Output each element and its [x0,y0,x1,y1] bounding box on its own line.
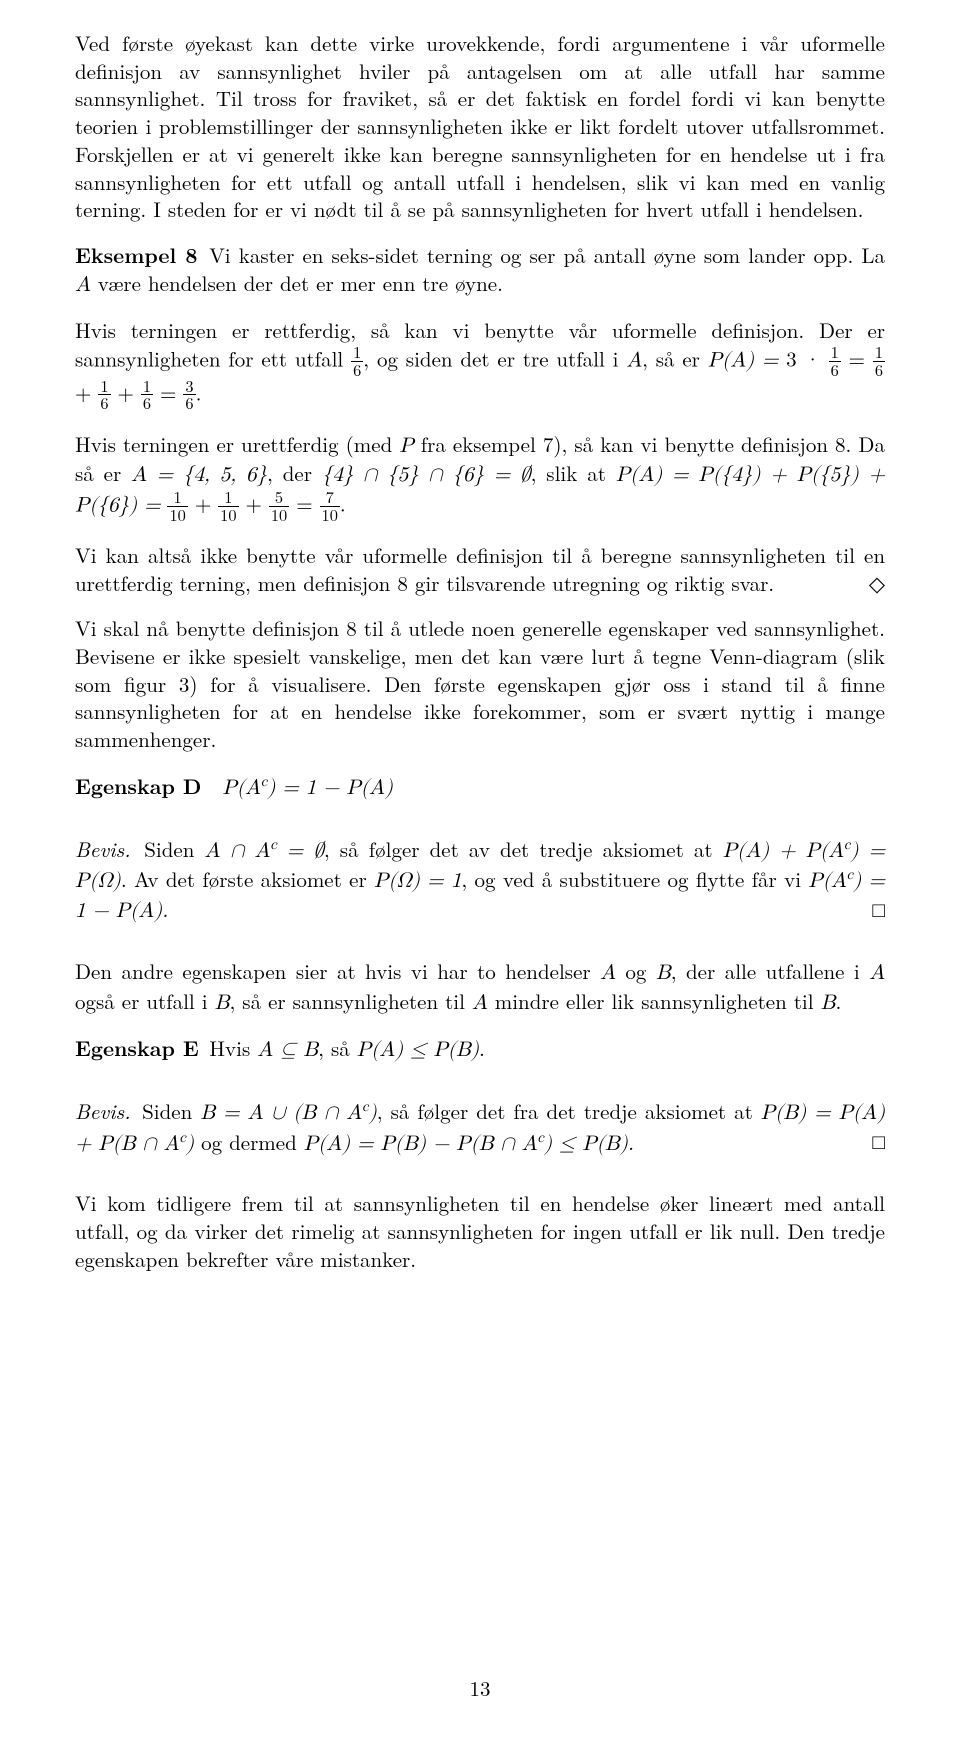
math-A-subset-B: A ⊆ B [257,1040,318,1061]
page-number: 13 [0,1675,960,1703]
math-B-3: B [821,993,836,1014]
math-POmega: P(Ω) = 1 [374,871,461,892]
proofE-c: og dermed [194,1127,304,1157]
math-A-5: A [472,993,488,1014]
example-8-text-b: være hendelsen der det er mer enn tre øy… [91,268,503,298]
para7-a: Den andre egenskapen sier at hvis vi har… [75,956,600,986]
page: Ved første øyekast kan dette virke urove… [0,0,960,1743]
math-B-union: B = A ∪ (B ∩ Ac) [200,1103,376,1124]
paragraph-conclusion-example: Vi kan altså ikke benytte vår uformelle … [75,542,885,597]
math-A-2: A [626,351,642,372]
proof-D: Bevis. Siden A ∩ Ac = ∅, så følger det a… [75,835,885,926]
frac-5-10: 510 [269,489,289,523]
math-PA: P(A) = [708,351,779,372]
proofD-b: , så følger det av det tredje aksiomet a… [324,834,723,864]
para7-c: , der alle utfallene i [671,956,870,986]
math-disjoint: {4} ∩ {5} ∩ {6} = ∅ [322,465,531,486]
paragraph-properties-intro: Vi skal nå benytte definisjon 8 til å ut… [75,615,885,754]
math-PA-le-PB: P(A) ≤ P(B) [357,1040,479,1061]
math-A: A [75,275,91,296]
proof-E: Bevis. Siden B = A ∪ (B ∩ Ac), så følger… [75,1097,885,1158]
para7-d: også er utfall i [75,986,215,1016]
spacer-3 [75,1083,885,1097]
qed-icon-2: □ [872,1128,885,1156]
math-P: P [399,436,413,457]
paragraph-property-E-intro: Den andre egenskapen sier at hvis vi har… [75,958,885,1017]
math-B-2: B [215,993,230,1014]
math-A-set: A = {4, 5, 6} [131,465,267,486]
property-D: Egenskap D P(Ac) = 1 − P(A) [75,772,885,803]
frac-7-10: 710 [320,489,340,523]
proof-label-2: Bevis. [75,1096,131,1126]
proofE-a: Siden [142,1096,200,1126]
example-8-label: Eksempel 8 [75,240,197,270]
math-A-3: A [600,963,616,984]
diamond-icon: ◇ [869,570,885,598]
para4-a: Hvis terningen er urettferdig (med [75,429,399,459]
para3-c: , så er [642,344,708,374]
property-D-label: Egenskap D [75,771,201,801]
math-prop-D: P(Ac) = 1 − P(A) [222,778,392,799]
frac-1-10-b: 110 [218,489,238,523]
paragraph-unfair-die: Hvis terningen er urettferdig (med P fra… [75,431,885,524]
property-E: Egenskap E Hvis A ⊆ B, så P(A) ≤ P(B). [75,1035,885,1065]
frac-3-6: 36 [183,378,195,412]
frac-1-6-e: 16 [141,378,153,412]
math-B: B [656,963,671,984]
proof-label: Bevis. [75,834,131,864]
propE-b: , så [318,1033,357,1063]
paragraph-fair-die: Hvis terningen er rettferdig, så kan vi … [75,317,885,412]
property-E-label: Egenskap E [75,1033,199,1063]
para4-d: , slik at [531,458,616,488]
para5-text: Vi kan altså ikke benytte vår uformelle … [75,540,885,598]
proofD-d: , og ved å substituere og flytte får vi [461,864,808,894]
proofD-a: Siden [144,834,204,864]
example-8: Eksempel 8 Vi kaster en seks-sidet terni… [75,242,885,299]
example-8-text-a: Vi kaster en seks-sidet terning og ser p… [209,240,885,270]
paragraph-final: Vi kom tidligere frem til at sannsynligh… [75,1190,885,1273]
spacer [75,821,885,835]
qed-icon: □ [872,896,885,924]
para4-c: , der [267,458,322,488]
math-PA-result: P(A) = P(B) − P(B ∩ Ac) ≤ P(B). [304,1134,634,1155]
frac-1-6-c: 16 [873,344,885,378]
para7-f: mindre eller lik sannsynligheten til [488,986,821,1016]
para3-b: , og siden det er tre utfall i [363,344,626,374]
frac-1-6: 16 [351,344,363,378]
proofE-b: , så følger det fra det tredje aksiomet … [377,1096,761,1126]
paragraph-intro: Ved første øyekast kan dette virke urove… [75,30,885,224]
proofD-c: . Av det første aksiomet er [121,864,374,894]
frac-1-10-a: 110 [167,489,187,523]
math-A-4: A [869,963,885,984]
frac-1-6-b: 16 [829,344,841,378]
para7-b: og [616,956,656,986]
frac-1-6-d: 16 [98,378,110,412]
math-A-cap-Ac: A ∩ Ac = ∅ [205,841,324,862]
para7-e: , så er sannsynligheten til [229,986,472,1016]
propE-a: Hvis [209,1033,257,1063]
